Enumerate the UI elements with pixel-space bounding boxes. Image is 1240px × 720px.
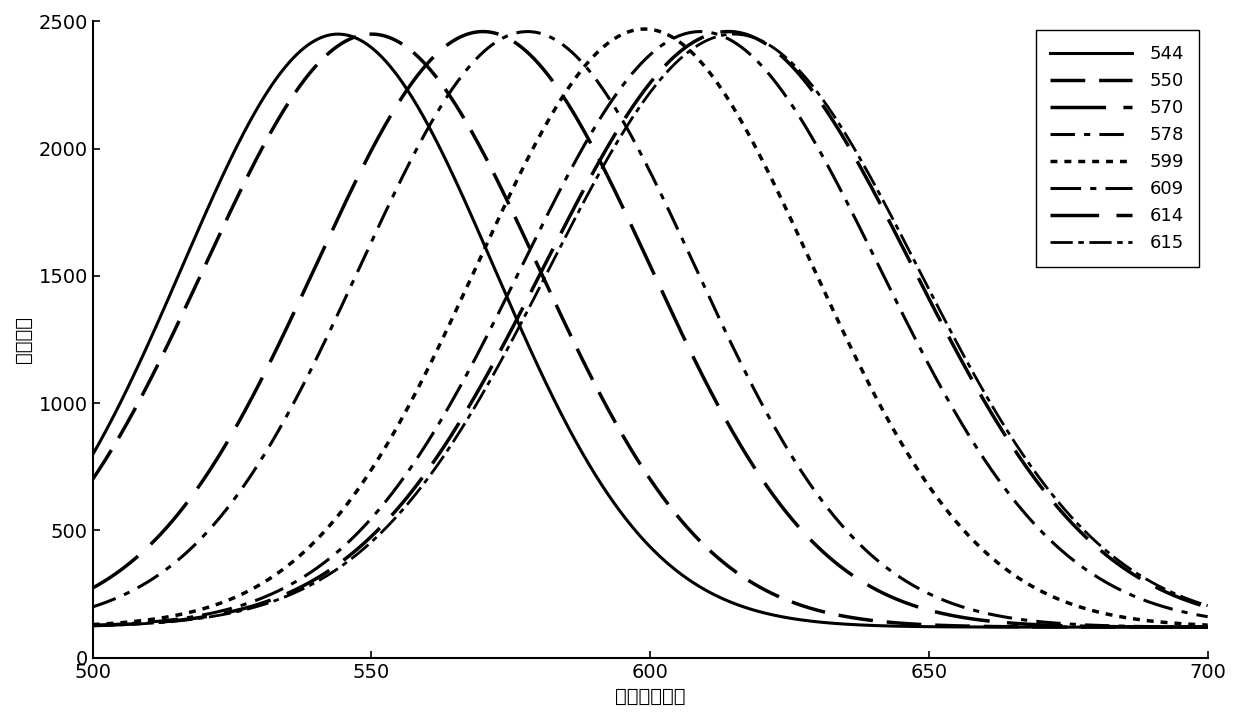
599 <box>598 41 613 50</box>
609 <box>598 106 613 114</box>
Line: 544: 544 <box>93 34 1208 627</box>
578 <box>521 27 536 36</box>
578 <box>1200 623 1215 631</box>
614 <box>963 374 978 382</box>
544 <box>86 450 100 459</box>
609 <box>1168 606 1183 614</box>
614 <box>1168 592 1183 600</box>
Line: 550: 550 <box>93 34 1208 627</box>
609 <box>627 66 642 75</box>
615 <box>727 30 742 38</box>
550 <box>963 622 978 631</box>
599 <box>1168 619 1183 628</box>
544 <box>1168 623 1183 631</box>
609 <box>693 27 708 36</box>
570 <box>1200 623 1215 631</box>
599 <box>963 534 978 543</box>
615 <box>1168 590 1183 598</box>
X-axis label: 波长（纳米）: 波长（纳米） <box>615 687 686 706</box>
615 <box>963 365 978 374</box>
Line: 578: 578 <box>93 32 1208 627</box>
Line: 599: 599 <box>93 29 1208 625</box>
578 <box>599 89 614 98</box>
578 <box>1168 623 1183 631</box>
599 <box>86 620 100 629</box>
550 <box>365 30 379 38</box>
550 <box>1200 623 1215 631</box>
614 <box>143 618 157 627</box>
599 <box>1168 619 1183 628</box>
609 <box>1168 606 1183 614</box>
614 <box>1168 592 1183 600</box>
609 <box>963 435 978 444</box>
615 <box>143 619 157 628</box>
578 <box>1168 623 1183 631</box>
578 <box>86 603 100 611</box>
570 <box>599 168 614 177</box>
544 <box>963 623 978 631</box>
544 <box>627 526 642 535</box>
599 <box>143 616 157 624</box>
615 <box>627 109 642 118</box>
570 <box>627 230 642 238</box>
Y-axis label: 荧光强度: 荧光强度 <box>14 316 33 363</box>
570 <box>1168 623 1183 631</box>
570 <box>143 541 157 550</box>
614 <box>720 27 735 36</box>
550 <box>599 401 614 410</box>
544 <box>331 30 346 38</box>
599 <box>637 24 652 33</box>
614 <box>627 99 642 108</box>
Legend: 544, 550, 570, 578, 599, 609, 614, 615: 544, 550, 570, 578, 599, 609, 614, 615 <box>1035 30 1199 266</box>
570 <box>86 584 100 593</box>
Line: 614: 614 <box>93 32 1208 626</box>
599 <box>1200 621 1215 629</box>
615 <box>1168 590 1183 598</box>
544 <box>143 336 157 345</box>
544 <box>1168 623 1183 631</box>
Line: 615: 615 <box>93 34 1208 626</box>
578 <box>963 606 978 614</box>
578 <box>143 577 157 585</box>
550 <box>86 475 100 484</box>
609 <box>1200 613 1215 621</box>
599 <box>627 26 642 35</box>
614 <box>1200 603 1215 611</box>
544 <box>1200 623 1215 631</box>
550 <box>143 377 157 385</box>
Line: 609: 609 <box>93 32 1208 626</box>
609 <box>143 618 157 626</box>
550 <box>1168 623 1183 631</box>
609 <box>86 621 100 630</box>
615 <box>1200 601 1215 610</box>
Line: 570: 570 <box>93 32 1208 627</box>
570 <box>476 27 491 36</box>
614 <box>86 621 100 630</box>
615 <box>598 158 613 167</box>
615 <box>86 621 100 630</box>
550 <box>1168 623 1183 631</box>
570 <box>963 614 978 623</box>
544 <box>599 487 614 495</box>
578 <box>627 139 642 148</box>
570 <box>1168 623 1183 631</box>
550 <box>627 452 642 461</box>
614 <box>598 146 613 155</box>
